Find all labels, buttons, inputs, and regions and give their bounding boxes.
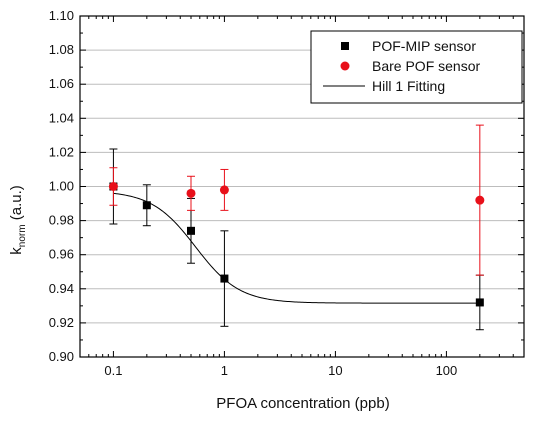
legend-label-hill-fit: Hill 1 Fitting xyxy=(372,78,445,94)
hill-fit-curve xyxy=(113,192,480,304)
legend-label-pof-mip: POF-MIP sensor xyxy=(372,38,476,54)
y-tick-label: 1.00 xyxy=(49,179,74,194)
x-tick-label: 100 xyxy=(436,363,458,378)
y-tick-label: 1.10 xyxy=(49,8,74,23)
y-tick-label: 0.96 xyxy=(49,247,74,262)
legend-label-bare-pof: Bare POF sensor xyxy=(372,58,480,74)
pof-mip-point xyxy=(187,226,195,235)
pof-mip-point xyxy=(142,201,151,210)
y-tick-label: 0.94 xyxy=(49,281,74,296)
pof-mip-point xyxy=(220,274,229,283)
x-tick-label: 10 xyxy=(328,363,342,378)
y-axis-title-main: k xyxy=(8,247,25,255)
legend-marker-bare-pof xyxy=(340,61,350,71)
x-axis-title: PFOA concentration (ppb) xyxy=(216,395,389,412)
markers-layer xyxy=(108,182,485,307)
y-tick-label: 1.02 xyxy=(49,144,74,159)
y-tick-label: 1.08 xyxy=(49,42,74,57)
bare-pof-point xyxy=(219,185,229,195)
y-tick-label: 0.90 xyxy=(49,349,74,364)
x-tick-label: 1 xyxy=(221,363,228,378)
y-axis-title-subscript: norm xyxy=(17,224,28,247)
tick-labels: 0.90 0.92 0.94 0.96 0.98 1.00 1.02 1.04 1.06 1.08… xyxy=(49,8,458,378)
y-axis-title: knorm (a.u.) xyxy=(8,185,28,254)
pof-mip-point xyxy=(475,298,484,307)
y-tick-label: 1.04 xyxy=(49,110,74,125)
y-tick-label: 0.92 xyxy=(49,315,74,330)
bare-pof-point xyxy=(475,195,485,205)
fit-curve-layer xyxy=(113,192,480,304)
y-tick-label: 1.06 xyxy=(49,76,74,91)
x-tick-label: 0.1 xyxy=(104,363,122,378)
axes xyxy=(79,15,525,358)
y-axis-title-unit: (a.u.) xyxy=(8,185,25,224)
y-tick-label: 0.98 xyxy=(49,213,74,228)
legend: POF-MIP sensor Bare POF sensor Hill 1 Fi… xyxy=(310,30,523,104)
bare-pof-point xyxy=(108,182,118,191)
bare-pof-point xyxy=(186,188,196,198)
legend-marker-pof-mip xyxy=(341,42,349,50)
